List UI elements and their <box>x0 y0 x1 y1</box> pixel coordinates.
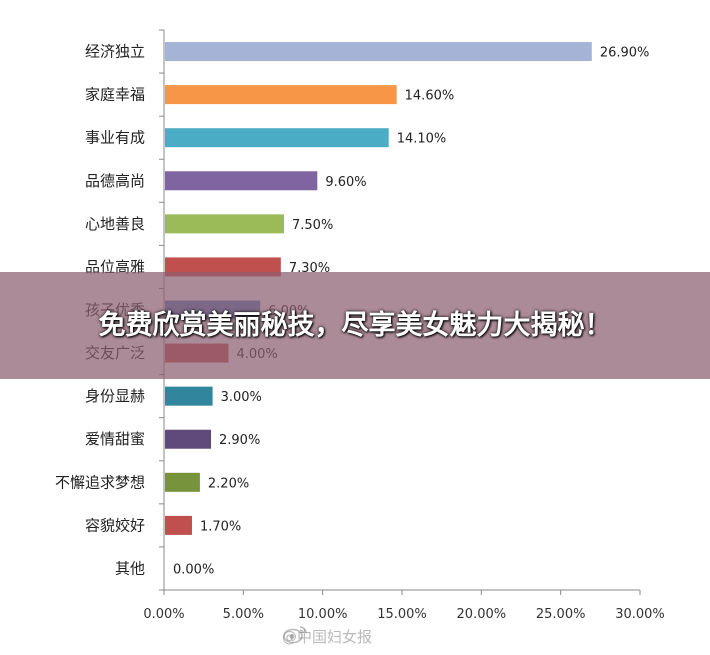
bar <box>165 128 389 148</box>
category-label: 不懈追求梦想 <box>55 473 145 491</box>
bar <box>165 515 192 535</box>
category-label: 品德高尚 <box>85 172 145 190</box>
headline-banner: 免费欣赏美丽秘技，尽享美女魅力大揭秘！ <box>0 272 710 379</box>
data-label: 9.60% <box>325 175 366 190</box>
data-label: 2.90% <box>219 433 260 448</box>
category-label: 爱情甜蜜 <box>85 430 145 448</box>
watermark-text: @中国妇女报 <box>282 627 373 646</box>
headline-text: 免费欣赏美丽秘技，尽享美女魅力大揭秘！ <box>98 309 612 341</box>
bar <box>165 472 200 492</box>
bar <box>165 429 212 449</box>
data-label: 14.10% <box>397 132 447 147</box>
weibo-icon <box>283 626 307 644</box>
watermark: @中国妇女报 <box>282 624 372 648</box>
x-tick-label: 20.00% <box>457 607 507 622</box>
category-label: 容貌姣好 <box>85 516 145 534</box>
bar <box>165 85 397 105</box>
category-label: 品位高雅 <box>85 258 145 276</box>
category-label: 心地善良 <box>85 215 145 233</box>
category-label: 其他 <box>115 559 145 577</box>
x-tick-label: 15.00% <box>377 607 427 622</box>
bar <box>165 42 592 62</box>
category-label: 家庭幸福 <box>85 86 145 104</box>
x-tick-label: 10.00% <box>298 607 348 622</box>
bar <box>165 386 213 406</box>
bar <box>165 171 318 191</box>
data-label: 26.90% <box>600 46 650 61</box>
category-label: 事业有成 <box>85 129 145 147</box>
data-label: 14.60% <box>405 89 455 104</box>
x-ticks-group: 0.00% 5.00% 10.00% 15.00% 20.00% 25.00% 30.00% <box>143 590 665 622</box>
x-tick-label: 0.00% <box>143 607 184 622</box>
category-label: 身份显赫 <box>85 387 145 405</box>
data-label: 7.50% <box>292 218 333 233</box>
data-label: 1.70% <box>200 519 241 534</box>
data-label: 2.20% <box>208 476 249 491</box>
data-label: 3.00% <box>221 390 262 405</box>
category-label: 经济独立 <box>85 43 145 61</box>
x-tick-label: 5.00% <box>223 607 264 622</box>
bar <box>165 257 281 277</box>
x-tick-label: 25.00% <box>536 607 586 622</box>
x-tick-label: 30.00% <box>615 607 665 622</box>
bar <box>165 214 284 234</box>
data-label: 0.00% <box>173 562 214 577</box>
